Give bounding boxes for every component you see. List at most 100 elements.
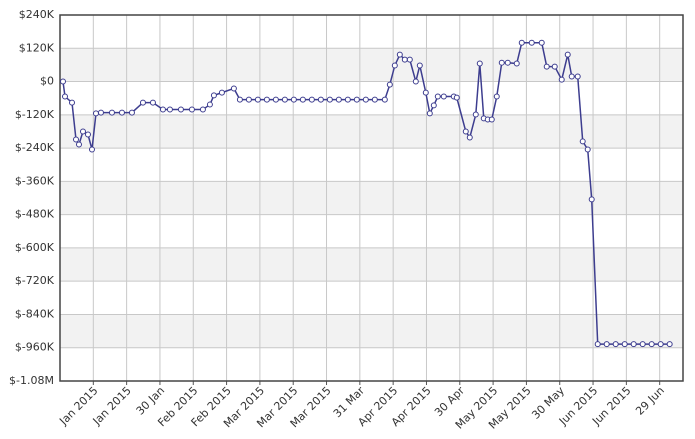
point — [254, 96, 261, 103]
point — [666, 341, 673, 348]
point — [584, 146, 591, 153]
point — [381, 96, 388, 103]
point — [335, 96, 342, 103]
y-tick-label: $120K — [19, 41, 55, 54]
y-tick-label: $-360K — [15, 174, 55, 187]
point — [579, 138, 586, 145]
point — [68, 99, 75, 106]
point — [263, 96, 270, 103]
point — [396, 51, 403, 58]
point — [159, 106, 166, 113]
point — [466, 134, 473, 141]
point — [245, 96, 252, 103]
point — [657, 341, 664, 348]
point — [594, 341, 601, 348]
point — [543, 63, 550, 70]
point — [166, 106, 173, 113]
point — [551, 63, 558, 70]
point — [149, 99, 156, 106]
point — [72, 136, 79, 143]
y-tick-label: $-600K — [15, 241, 55, 254]
point — [391, 62, 398, 69]
point — [498, 59, 505, 66]
band — [60, 114, 683, 149]
point — [118, 109, 125, 116]
point — [299, 96, 306, 103]
point — [371, 96, 378, 103]
point — [236, 96, 243, 103]
point — [630, 341, 637, 348]
point — [401, 56, 408, 63]
point — [564, 51, 571, 58]
point — [648, 341, 655, 348]
y-tick-label: $-1.08M — [9, 374, 54, 387]
point — [639, 341, 646, 348]
point — [406, 56, 413, 63]
point — [88, 146, 95, 153]
point — [621, 341, 628, 348]
y-tick-label: $0 — [40, 75, 54, 88]
point — [281, 96, 288, 103]
point — [528, 39, 535, 46]
point — [188, 106, 195, 113]
point — [272, 96, 279, 103]
point — [558, 76, 565, 83]
y-tick-label: $240K — [19, 8, 55, 21]
plot-border — [59, 14, 684, 382]
point — [416, 62, 423, 69]
y-tick-label: $-480K — [15, 208, 55, 221]
point — [612, 341, 619, 348]
point — [206, 101, 213, 108]
point — [453, 94, 460, 101]
point — [462, 128, 469, 135]
band — [60, 181, 683, 215]
point — [440, 93, 447, 100]
y-tick-label: $-120K — [15, 108, 55, 121]
point — [568, 73, 575, 80]
y-tick-label: $-960K — [15, 341, 55, 354]
point — [84, 131, 91, 138]
point — [353, 96, 360, 103]
point — [430, 102, 437, 109]
point — [362, 96, 369, 103]
point — [426, 110, 433, 117]
point — [218, 89, 225, 96]
point — [588, 196, 595, 203]
point — [538, 39, 545, 46]
point — [92, 110, 99, 117]
point — [290, 96, 297, 103]
y-tick-label: $-840K — [15, 307, 55, 320]
point — [139, 99, 146, 106]
point — [108, 109, 115, 116]
point — [344, 96, 351, 103]
point — [603, 341, 610, 348]
band — [60, 48, 683, 82]
band — [60, 314, 683, 348]
point — [230, 85, 237, 92]
point — [210, 92, 217, 99]
point — [61, 93, 68, 100]
x-tick-label: 29 Jun — [633, 384, 667, 418]
point — [97, 109, 104, 116]
point — [476, 60, 483, 67]
point — [574, 73, 581, 80]
point — [75, 141, 82, 148]
point — [434, 93, 441, 100]
point — [493, 93, 500, 100]
point — [488, 116, 495, 123]
band — [60, 247, 683, 282]
point — [128, 109, 135, 116]
y-tick-label: $-240K — [15, 141, 55, 154]
point — [317, 96, 324, 103]
point — [199, 106, 206, 113]
point — [326, 96, 333, 103]
y-tick-label: $-720K — [15, 274, 55, 287]
point — [177, 106, 184, 113]
point — [59, 78, 66, 85]
point — [79, 128, 86, 135]
point — [513, 60, 520, 67]
point — [504, 59, 511, 66]
point — [386, 81, 393, 88]
